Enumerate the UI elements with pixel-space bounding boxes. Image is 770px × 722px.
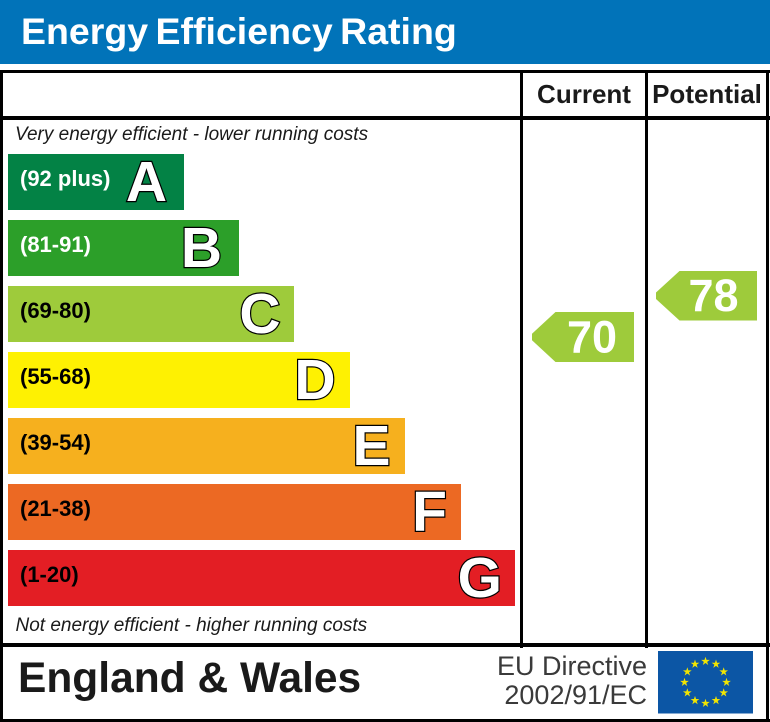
- svg-text:70: 70: [567, 312, 617, 363]
- svg-text:78: 78: [688, 270, 738, 321]
- svg-text:A: A: [126, 150, 167, 214]
- svg-text:F: F: [412, 480, 447, 544]
- svg-text:E: E: [352, 414, 390, 478]
- svg-text:D: D: [294, 348, 335, 412]
- svg-text:B: B: [181, 216, 222, 280]
- svg-text:C: C: [239, 282, 280, 346]
- svg-text:G: G: [458, 546, 502, 610]
